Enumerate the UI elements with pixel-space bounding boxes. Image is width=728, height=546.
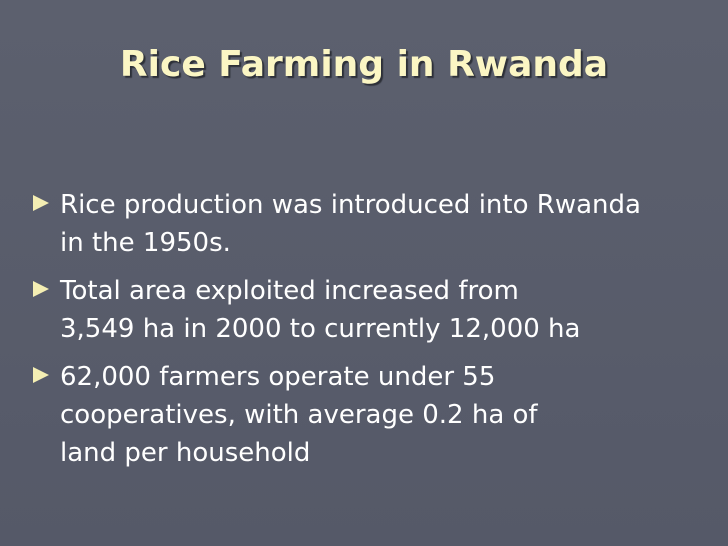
bullet-marker [33,367,49,383]
bullet-text: Rice production was introduced into Rwan… [60,190,641,220]
bullet-text: Total area exploited increased from [60,276,519,306]
bullet-marker [33,195,49,211]
bullet: Total area exploited increased from 3,549… [0,272,728,348]
bullet: Rice production was introduced into Rwan… [0,186,728,262]
bullet-text: land per household [60,438,311,468]
bullet-list: Rice production was introduced into Rwan… [0,186,728,482]
bullet-text: 3,549 ha in 2000 to currently 12,000 ha [60,314,581,344]
bullet: 62,000 farmers operate under 55 cooperati… [0,358,728,472]
bullet-text: cooperatives, with average 0.2 ha of [60,400,538,430]
bullet-text: in the 1950s. [60,228,231,258]
slide-title: Rice Farming in Rwanda [119,44,609,85]
bullet-text: 62,000 farmers operate under 55 [60,362,496,392]
bullet-marker [33,281,49,297]
